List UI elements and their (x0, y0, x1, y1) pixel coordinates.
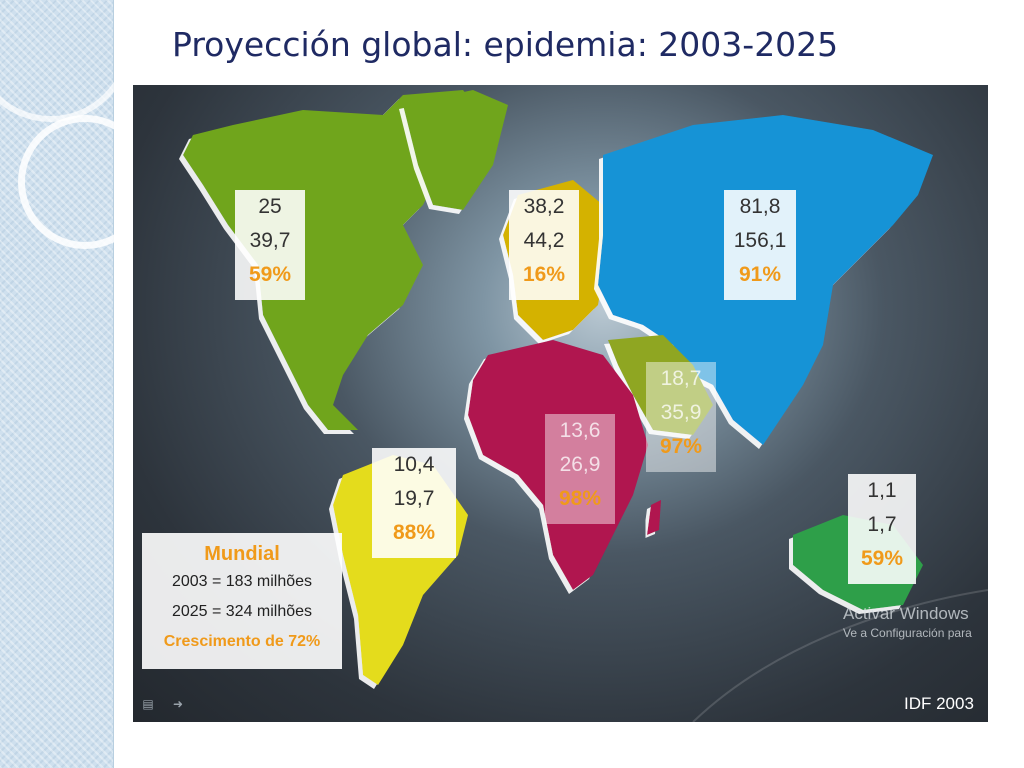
region-box-north-america: 25 39,7 59% (235, 190, 305, 300)
decorative-ring (0, 0, 132, 122)
decorative-arc (692, 589, 988, 722)
region-box-asia: 81,8 156,1 91% (724, 190, 796, 300)
value-2025: 26,9 (559, 453, 601, 476)
region-box-oceania: 1,1 1,7 59% (848, 474, 916, 584)
slide-title: Proyección global: epidemia: 2003-2025 (172, 25, 839, 64)
region-box-africa: 13,6 26,9 98% (545, 414, 615, 524)
world-summary-box: Mundial 2003 = 183 milhões 2025 = 324 mi… (142, 533, 342, 669)
region-box-south-america: 10,4 19,7 88% (372, 448, 456, 558)
world-growth: Crescimento de 72% (163, 633, 321, 650)
value-2003: 13,6 (559, 419, 601, 442)
growth-percent: 59% (860, 547, 904, 570)
value-2003: 38,2 (523, 195, 565, 218)
value-2025: 1,7 (867, 513, 897, 536)
growth-percent: 97% (659, 435, 703, 458)
value-2025: 44,2 (523, 229, 565, 252)
value-2003: 1,1 (867, 479, 897, 502)
source-label: IDF 2003 (904, 694, 974, 713)
growth-percent: 98% (558, 487, 602, 510)
region-box-middle-east: 18,7 35,9 97% (646, 362, 716, 472)
world-2003-total: 2003 = 183 milhões (171, 573, 313, 590)
world-heading: Mundial (204, 543, 280, 565)
value-2025: 39,7 (249, 229, 291, 252)
next-slide-arrow-icon[interactable]: ➜ (172, 697, 184, 711)
africa-shape (468, 340, 648, 590)
middle-east-shape (608, 335, 713, 435)
madagascar-shape (647, 500, 661, 535)
value-2003: 10,4 (393, 453, 435, 476)
world-2025-total: 2025 = 324 milhões (171, 603, 313, 620)
watermark-line-1: Activar Windows (843, 604, 969, 623)
value-2003: 81,8 (739, 195, 781, 218)
growth-percent: 88% (392, 521, 436, 544)
windows-activation-watermark: Activar Windows Ve a Configuración para (843, 604, 972, 640)
north-america-shape (183, 90, 483, 430)
greenland-shape (403, 90, 508, 210)
decorative-ring (18, 115, 152, 249)
value-2025: 19,7 (393, 487, 435, 510)
value-2025: 156,1 (733, 229, 787, 252)
region-box-europe: 38,2 44,2 16% (509, 190, 579, 300)
value-2025: 35,9 (660, 401, 702, 424)
growth-percent: 16% (522, 263, 566, 286)
growth-percent: 91% (738, 263, 782, 286)
slide-side-decoration (0, 0, 152, 768)
value-2003: 18,7 (660, 367, 702, 390)
watermark-line-2: Ve a Configuración para (843, 626, 972, 640)
growth-percent: 59% (248, 263, 292, 286)
previous-slide-icon[interactable]: ▤ (142, 697, 154, 711)
value-2003: 25 (258, 195, 282, 218)
